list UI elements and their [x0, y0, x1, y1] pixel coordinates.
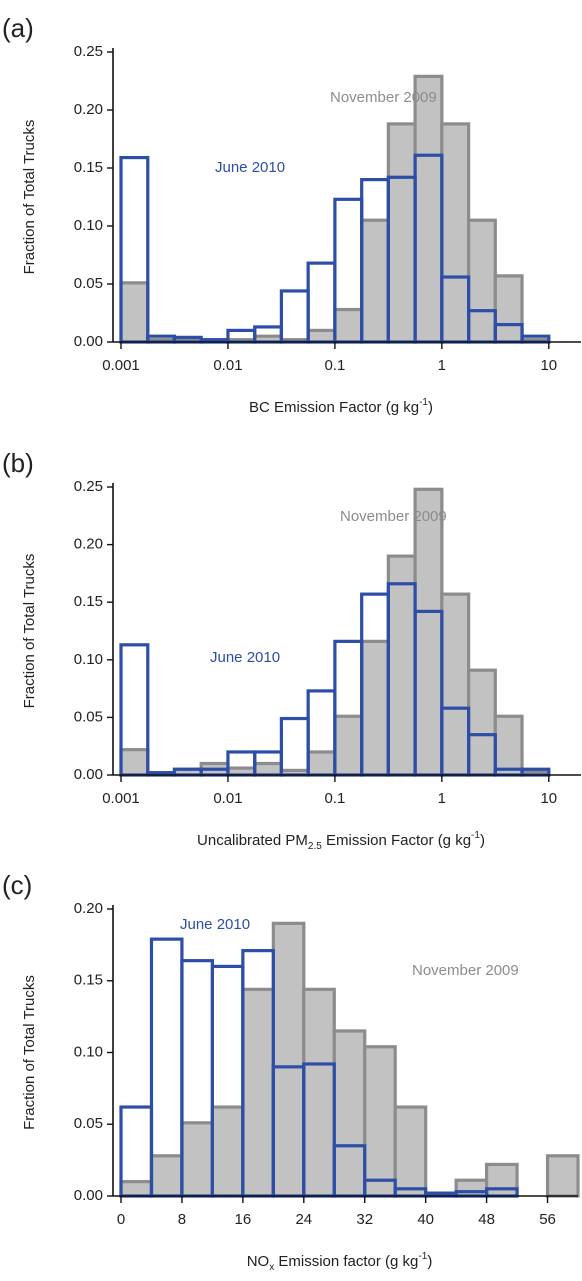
x-tick-label: 1: [438, 357, 446, 374]
y-tick-label: 0.15: [74, 593, 103, 610]
series-label: June 2010: [180, 916, 250, 933]
x-tick-label: 56: [539, 1211, 556, 1228]
x-axis-label: BC Emission Factor (g kg-1): [249, 397, 433, 416]
x-axis-label-part: Emission factor (g kg: [274, 1253, 418, 1270]
x-tick-label: 0.001: [102, 357, 140, 374]
histogram-bar: [302, 987, 336, 1198]
y-tick-label: 0.00: [74, 333, 103, 350]
x-tick-label: 0: [117, 1211, 125, 1228]
histogram-bar: [386, 554, 417, 777]
x-axis-label-part: -1: [471, 830, 480, 841]
y-tick-label: 0.10: [74, 651, 103, 668]
histogram-bar: [279, 289, 310, 344]
histogram-bar: [454, 1178, 489, 1198]
histogram-bar: [279, 716, 310, 777]
x-axis-label-part: ): [428, 399, 433, 416]
y-tick-label: 0.25: [74, 43, 103, 60]
x-axis-label: Uncalibrated PM2.5 Emission Factor (g kg…: [197, 830, 485, 852]
x-axis-label-part: -1: [419, 397, 428, 408]
x-tick-label: 24: [295, 1211, 312, 1228]
x-tick-label: 32: [356, 1211, 373, 1228]
series-label: June 2010: [210, 649, 280, 666]
y-tick-label: 0.05: [74, 708, 103, 725]
histogram-bar: [241, 987, 275, 1198]
x-axis-label-part: 2.5: [308, 841, 322, 852]
histogram-bar: [363, 1045, 397, 1198]
histogram-bar: [119, 1180, 154, 1198]
y-tick-label: 0.20: [74, 536, 103, 553]
x-tick-label: 40: [417, 1211, 434, 1228]
histogram-bar: [493, 274, 524, 344]
panel-label: (a): [2, 13, 34, 43]
histogram-bar: [360, 639, 390, 777]
histogram-bar: [306, 328, 337, 344]
x-axis-label-part: Emission Factor (g kg: [322, 832, 471, 849]
x-axis-label-part: x: [269, 1262, 274, 1273]
y-tick-label: 0.00: [74, 766, 103, 783]
x-tick-label: 10: [540, 357, 557, 374]
panel-label: (c): [2, 870, 32, 900]
y-tick-label: 0.05: [74, 275, 103, 292]
y-tick-label: 0.15: [74, 159, 103, 176]
histogram-bar: [413, 487, 444, 777]
histogram-bar: [180, 1121, 215, 1198]
histogram-bar: [306, 750, 337, 777]
histogram-bar: [493, 714, 524, 777]
x-tick-label: 0.001: [102, 790, 140, 807]
histogram-bar: [467, 218, 497, 344]
x-tick-label: 8: [178, 1211, 186, 1228]
y-tick-label: 0.25: [74, 478, 103, 495]
histogram-bar: [332, 1029, 367, 1198]
histogram-bar: [360, 218, 390, 344]
x-axis-label-part: NO: [247, 1253, 270, 1270]
histogram-bar: [485, 1162, 519, 1198]
x-tick-label: 48: [478, 1211, 495, 1228]
y-tick-label: 0.05: [74, 1115, 103, 1132]
x-axis-label-part: ): [427, 1253, 432, 1270]
histogram-bar: [386, 122, 417, 344]
histogram-bar: [393, 1105, 428, 1198]
x-tick-label: 0.01: [213, 357, 242, 374]
x-tick-label: 10: [540, 790, 557, 807]
histogram-bar: [119, 748, 150, 777]
histogram-bar: [333, 307, 364, 344]
y-tick-label: 0.20: [74, 101, 103, 118]
y-axis-label: Fraction of Total Trucks: [21, 554, 38, 709]
x-axis-label: NOx Emission factor (g kg-1): [247, 1251, 433, 1273]
y-tick-label: 0.00: [74, 1187, 103, 1204]
y-tick-label: 0.10: [74, 217, 103, 234]
x-axis-label-part: Uncalibrated PM: [197, 832, 308, 849]
x-tick-label: 16: [235, 1211, 252, 1228]
x-tick-label: 1: [438, 790, 446, 807]
histogram-bar: [440, 592, 471, 777]
histogram-bar: [119, 281, 150, 344]
x-axis-label-part: -1: [418, 1251, 427, 1262]
series-label: November 2009: [330, 89, 437, 106]
series-label: November 2009: [412, 962, 519, 979]
x-axis-label-part: ): [480, 832, 485, 849]
y-tick-label: 0.10: [74, 1043, 103, 1060]
histogram-bar: [271, 921, 306, 1198]
histogram-bar: [149, 1154, 184, 1198]
x-tick-label: 0.1: [324, 357, 345, 374]
series-label: November 2009: [340, 508, 447, 525]
histogram-bar: [545, 1154, 580, 1198]
y-axis-label: Fraction of Total Trucks: [21, 120, 38, 275]
x-tick-label: 0.1: [324, 790, 345, 807]
histogram-bar: [253, 761, 283, 777]
series-label: June 2010: [215, 159, 285, 176]
y-tick-label: 0.20: [74, 900, 103, 917]
x-tick-label: 0.01: [213, 790, 242, 807]
histogram-bar: [467, 668, 497, 777]
histogram-bar: [333, 714, 364, 777]
histogram-bar: [210, 1105, 245, 1198]
histogram-bar: [440, 122, 471, 344]
x-axis-label-part: BC Emission Factor (g kg: [249, 399, 419, 416]
panel-label: (b): [2, 448, 34, 478]
y-axis-label: Fraction of Total Trucks: [21, 975, 38, 1130]
histogram-bar: [413, 74, 444, 344]
y-tick-label: 0.15: [74, 972, 103, 989]
